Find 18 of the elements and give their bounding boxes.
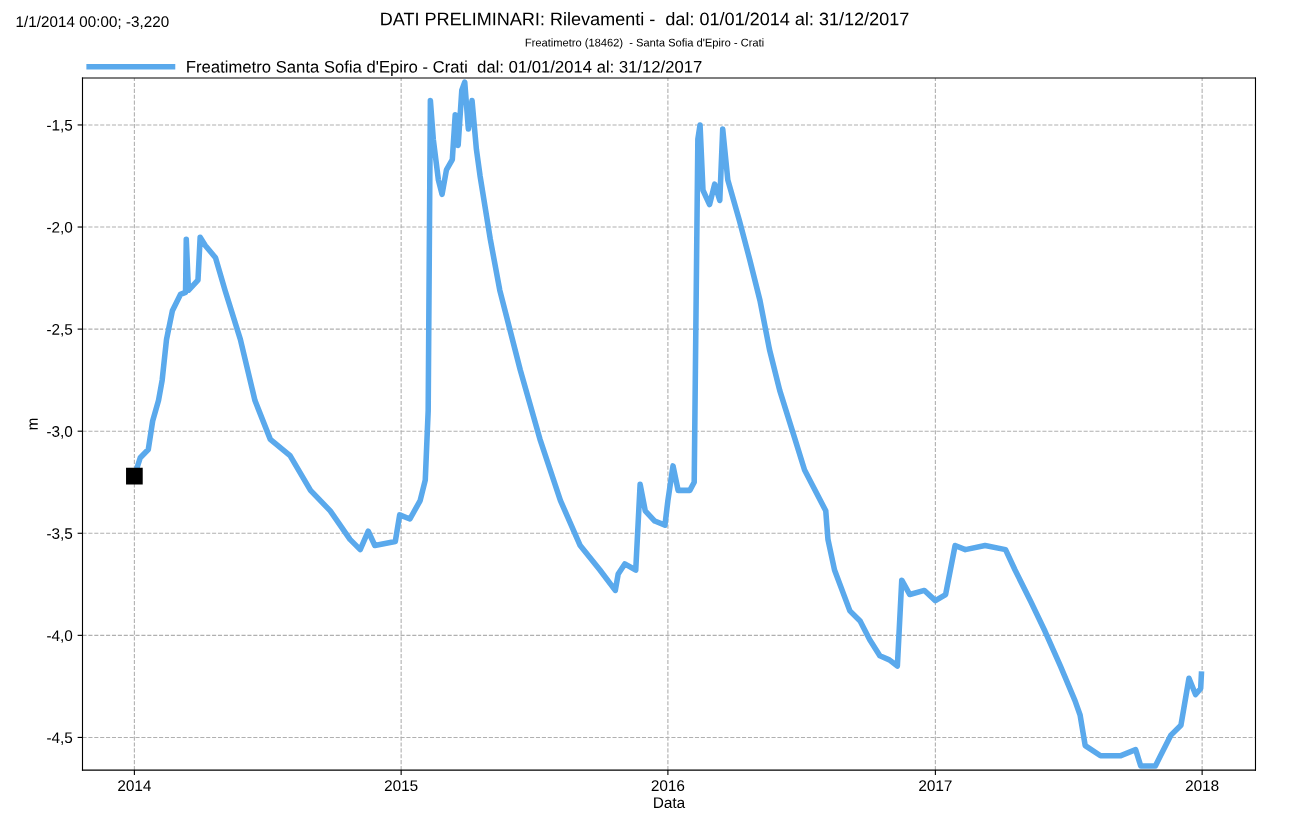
y-tick-label: -1,5 — [47, 119, 73, 133]
chart-title: DATI PRELIMINARI: Rilevamenti - dal: 01/01/2014 al: 31/12/2017 — [381, 12, 909, 26]
text: 1/1/2014 00:00; -3,220 — [16, 15, 169, 29]
x-tick-label: 2014 — [118, 780, 151, 792]
y-tick-label: -3,5 — [47, 528, 73, 541]
y-tick-label: -4,0 — [47, 630, 73, 643]
x-tick-label: 2016 — [651, 780, 685, 792]
legend-label: Freatimetro Santa Sofia d'Epiro - Crati dal: 01/01/2014 al: 31/12/2017 — [187, 60, 702, 76]
x-tick-label: 2015 — [384, 780, 418, 792]
y-tick-label: -2,0 — [47, 221, 73, 235]
x-tick-label: 2018 — [1185, 780, 1219, 792]
x-axis-title: Data — [654, 797, 686, 809]
y-tick-label: -2,5 — [47, 323, 73, 337]
x-tick-label: 2017 — [919, 780, 952, 792]
y-tick-label: -4,5 — [47, 732, 73, 745]
chart-subtitle: Freatimetro (18462) - Santa Sofia d'Epiro - Crati — [525, 38, 764, 49]
y-tick-label: -3,0 — [47, 426, 73, 439]
y-axis-title: m — [29, 418, 38, 430]
